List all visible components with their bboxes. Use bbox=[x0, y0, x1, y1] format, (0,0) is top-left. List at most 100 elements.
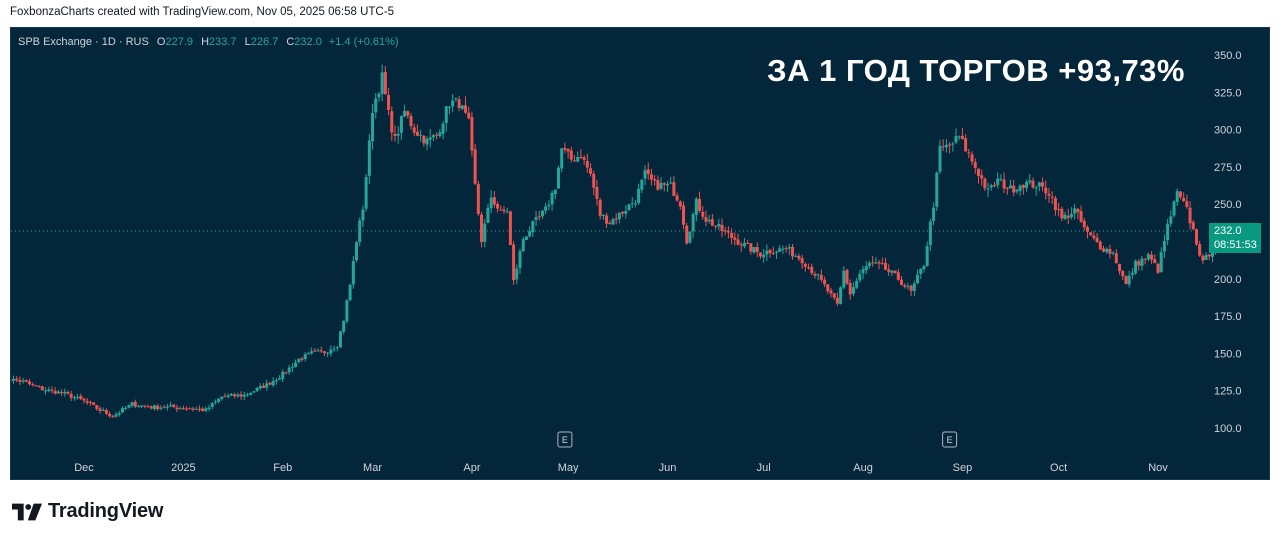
candle-body bbox=[749, 243, 753, 252]
candle-body bbox=[92, 402, 96, 405]
candle-body bbox=[31, 383, 35, 385]
candle-body bbox=[701, 211, 705, 217]
time-axis-label: Jul bbox=[757, 462, 771, 474]
candle-body bbox=[1162, 240, 1166, 252]
candle-body bbox=[938, 145, 942, 172]
candle-body bbox=[364, 177, 368, 209]
candle-body bbox=[505, 211, 509, 213]
earnings-marker-icon bbox=[557, 431, 573, 448]
candle-body bbox=[1098, 241, 1102, 250]
candle-body bbox=[1127, 275, 1131, 285]
candle-body bbox=[37, 386, 41, 388]
candle-body bbox=[303, 354, 307, 360]
candle-body bbox=[883, 262, 887, 270]
candle-body bbox=[617, 212, 621, 219]
candle-body bbox=[791, 246, 795, 257]
candle-body bbox=[111, 416, 115, 418]
candle-body bbox=[185, 408, 189, 410]
candle-body bbox=[1207, 254, 1211, 257]
candle-body bbox=[1009, 185, 1013, 189]
candle-body bbox=[867, 262, 871, 266]
candle-body bbox=[1191, 222, 1195, 230]
candle-body bbox=[422, 135, 426, 144]
candle-body bbox=[999, 178, 1003, 180]
candle-body bbox=[156, 405, 160, 410]
candle-body bbox=[515, 268, 519, 280]
candle-body bbox=[1095, 237, 1099, 243]
candle-body bbox=[1185, 201, 1189, 208]
candle-body bbox=[480, 214, 484, 243]
candle-body bbox=[807, 267, 811, 269]
candle-body bbox=[470, 117, 474, 151]
candle-body bbox=[492, 197, 496, 205]
candle-body bbox=[419, 134, 423, 136]
candle-body bbox=[803, 263, 807, 267]
candle-body bbox=[335, 347, 339, 349]
candle-body bbox=[444, 106, 448, 124]
price-axis-label: 125.0 bbox=[1214, 386, 1242, 398]
candle-body bbox=[393, 133, 397, 136]
candle-body bbox=[1172, 201, 1176, 216]
candle-body bbox=[880, 263, 884, 265]
candle-body bbox=[1044, 187, 1048, 194]
tradingview-brand[interactable]: TradingView bbox=[12, 500, 163, 523]
candle-body bbox=[986, 188, 990, 190]
candle-body bbox=[579, 156, 583, 159]
candle-body bbox=[1028, 180, 1032, 183]
close-value: 232.0 bbox=[294, 36, 322, 48]
candle-body bbox=[691, 214, 695, 232]
candle-body bbox=[175, 407, 179, 410]
candle-body bbox=[1143, 258, 1147, 260]
time-axis-label: Dec bbox=[74, 462, 94, 474]
candle-body bbox=[630, 203, 634, 205]
candle-body bbox=[992, 185, 996, 187]
candle-body bbox=[1137, 261, 1141, 266]
candle-body bbox=[589, 168, 593, 174]
candle-body bbox=[486, 207, 490, 223]
candle-body bbox=[1012, 185, 1016, 193]
candle-body bbox=[669, 182, 673, 184]
candle-body bbox=[524, 236, 528, 240]
candle-body bbox=[217, 398, 221, 402]
candle-body bbox=[162, 407, 166, 409]
candle-body bbox=[1121, 270, 1125, 277]
candle-body bbox=[329, 349, 333, 354]
open-value: 227.9 bbox=[165, 36, 193, 48]
candle-body bbox=[1105, 248, 1109, 253]
symbol-legend: SPB Exchange · 1D · RUS O227.9 H233.7 L2… bbox=[18, 36, 399, 48]
candle-body bbox=[540, 210, 544, 217]
candlestick-chart[interactable]: 350.0325.0300.0275.0250.0225.0200.0175.0… bbox=[11, 28, 1269, 479]
candle-body bbox=[66, 392, 70, 394]
candle-body bbox=[223, 396, 227, 398]
candle-body bbox=[297, 358, 301, 362]
candle-body bbox=[104, 409, 108, 414]
candle-body bbox=[948, 144, 952, 146]
close-key: C bbox=[286, 36, 295, 48]
candle-body bbox=[935, 172, 939, 207]
chart-pane[interactable]: 350.0325.0300.0275.0250.0225.0200.0175.0… bbox=[10, 27, 1270, 480]
candle-body bbox=[181, 408, 185, 410]
candle-body bbox=[954, 136, 958, 143]
candle-body bbox=[1101, 248, 1105, 252]
candle-body bbox=[101, 410, 105, 412]
candle-body bbox=[290, 367, 294, 369]
candle-body bbox=[326, 352, 330, 354]
candle-body bbox=[560, 148, 564, 169]
candle-body bbox=[399, 116, 403, 133]
candle-body bbox=[502, 209, 506, 212]
candle-body bbox=[233, 394, 237, 397]
price-axis-label: 200.0 bbox=[1214, 274, 1242, 286]
candle-body bbox=[11, 380, 12, 382]
time-axis-label: Apr bbox=[463, 462, 480, 474]
symbol-name[interactable]: SPB Exchange · 1D · RUS bbox=[18, 36, 149, 48]
candle-body bbox=[855, 280, 859, 288]
candle-body bbox=[489, 197, 493, 209]
candle-body bbox=[903, 285, 907, 287]
price-axis-label: 250.0 bbox=[1214, 199, 1242, 211]
candle-body bbox=[640, 179, 644, 190]
candle-body bbox=[1069, 213, 1073, 218]
candle-body bbox=[874, 262, 878, 264]
candle-body bbox=[21, 380, 25, 382]
candle-body bbox=[124, 407, 128, 409]
candle-body bbox=[146, 406, 150, 408]
